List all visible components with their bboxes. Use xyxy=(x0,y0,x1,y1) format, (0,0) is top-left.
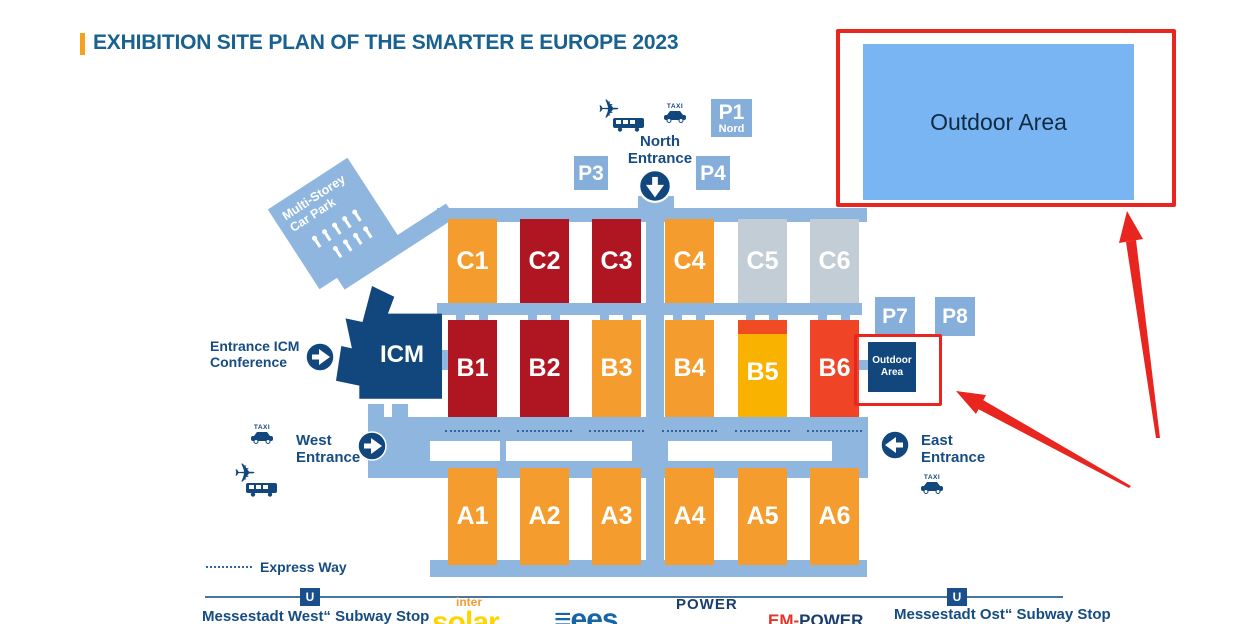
icm-entrance-arrow-icon xyxy=(305,342,335,372)
express-way-legend-label: Express Way xyxy=(260,559,347,575)
hall-a2: A2 xyxy=(520,468,569,565)
taxi-icon: TAXI xyxy=(663,103,687,123)
annotation-box-small xyxy=(854,334,942,406)
east-entrance-label: East Entrance xyxy=(921,432,986,467)
road-b6-outdoor-link xyxy=(858,360,870,370)
hall-stub xyxy=(818,296,827,326)
parking-p8: P8 xyxy=(935,297,975,336)
intersolar-logo: inter solar xyxy=(432,595,500,624)
icm-building: ICM xyxy=(336,286,442,399)
subway-stop-east-label: Messestadt Ost“ Subway Stop xyxy=(894,606,1111,623)
hall-c3: C3 xyxy=(592,219,641,303)
empower-logo: EM-POWER xyxy=(768,611,864,624)
bus-icon xyxy=(612,117,646,132)
plane-icon: ✈ xyxy=(598,94,620,124)
west-entrance-label: West Entrance xyxy=(296,432,361,467)
icm-label: ICM xyxy=(380,341,424,368)
hall-stub xyxy=(623,296,632,326)
boulevard-slot xyxy=(668,441,832,461)
hall-c5: C5 xyxy=(738,219,787,303)
road-cb-corridor xyxy=(437,303,862,315)
subway-stop-west-label: Messestadt West“ Subway Stop xyxy=(202,608,430,624)
hall-stub xyxy=(479,296,488,326)
hall-a1: A1 xyxy=(448,468,497,565)
hall-a3: A3 xyxy=(592,468,641,565)
hall-c6: C6 xyxy=(810,219,859,303)
subway-u-icon: U xyxy=(947,588,967,606)
ees-logo: ≡ees xyxy=(554,603,619,624)
taxi-icon: TAXI xyxy=(250,424,274,444)
north-entrance-arrow-icon xyxy=(638,169,672,203)
east-entrance-arrow-icon xyxy=(880,430,910,460)
hall-b1: B1 xyxy=(448,320,497,417)
hall-stub xyxy=(551,296,560,326)
express-way-legend-dash xyxy=(206,566,252,568)
hall-stub xyxy=(696,296,705,326)
express-way-dash xyxy=(589,430,644,432)
power2drive-logo: POWER xyxy=(676,596,738,613)
outdoor-area-small: Outdoor Area xyxy=(868,342,916,392)
hall-a4: A4 xyxy=(665,468,714,565)
hall-stub xyxy=(528,296,537,326)
road-icm-stub-2 xyxy=(392,404,408,418)
hall-b5-accent xyxy=(738,320,787,334)
hall-stub xyxy=(673,296,682,326)
hall-stub xyxy=(841,296,850,326)
hall-stub xyxy=(456,296,465,326)
hall-b5: B5 xyxy=(738,320,787,417)
express-way-dash xyxy=(807,430,862,432)
road-central-corridor xyxy=(646,192,664,564)
outdoor-area-callout: Outdoor Area xyxy=(863,44,1134,200)
plane-icon: ✈ xyxy=(234,458,256,488)
multi-storey-car-park: Multi-Storey Car Park xyxy=(267,157,400,290)
hall-a6: A6 xyxy=(810,468,859,565)
outdoor-area-callout-label: Outdoor Area xyxy=(930,108,1067,135)
subway-u-icon: U xyxy=(300,588,320,606)
parking-p4: P4 xyxy=(696,156,730,190)
annotation-box-large: Outdoor Area xyxy=(836,29,1176,207)
subway-line xyxy=(205,596,1063,598)
page-title: EXHIBITION SITE PLAN OF THE SMARTER E EU… xyxy=(93,31,679,54)
taxi-icon: TAXI xyxy=(920,474,944,494)
road-icm-stub-1 xyxy=(368,404,384,418)
hall-c4: C4 xyxy=(665,219,714,303)
hall-c2: C2 xyxy=(520,219,569,303)
hall-b6: B6 xyxy=(810,320,859,417)
west-entrance-arrow-icon xyxy=(357,431,387,461)
bus-icon xyxy=(244,482,280,497)
icm-entrance-label: Entrance ICM Conference xyxy=(210,338,300,371)
hall-b4: B4 xyxy=(665,320,714,417)
boulevard-slot xyxy=(506,441,632,461)
parking-p7: P7 xyxy=(875,297,915,336)
hall-c1: C1 xyxy=(448,219,497,303)
hall-a5: A5 xyxy=(738,468,787,565)
boulevard-slot xyxy=(430,441,500,461)
hall-stub xyxy=(769,296,778,326)
parking-p1-nord: P1 Nord xyxy=(711,99,752,137)
north-entrance-label: North Entrance xyxy=(627,133,693,168)
express-way-dash xyxy=(662,430,717,432)
express-way-dash xyxy=(735,430,790,432)
hall-b2: B2 xyxy=(520,320,569,417)
express-way-dash xyxy=(445,430,500,432)
parking-p3: P3 xyxy=(574,156,608,190)
hall-b3: B3 xyxy=(592,320,641,417)
hall-stub xyxy=(746,296,755,326)
express-way-dash xyxy=(517,430,572,432)
title-accent-bar xyxy=(80,33,85,55)
hall-stub xyxy=(600,296,609,326)
